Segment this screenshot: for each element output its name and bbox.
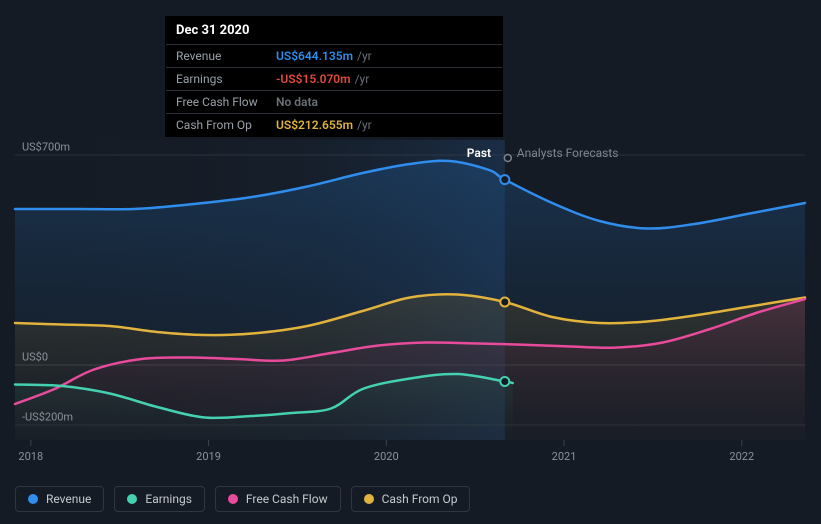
x-axis-label: 2022 [729,450,754,463]
tooltip-label: Free Cash Flow [176,95,276,109]
past-label: Past [467,146,491,160]
x-axis-label: 2021 [552,450,577,463]
legend-label: Revenue [46,492,91,506]
y-axis-label: US$0 [22,351,48,364]
tooltip-suffix: /yr [357,49,372,63]
tooltip-value: US$212.655m [276,118,353,132]
legend-item-revenue[interactable]: Revenue [15,486,104,512]
tooltip-label: Revenue [176,49,276,63]
chart-container: Dec 31 2020 RevenueUS$644.135m/yrEarning… [0,0,821,524]
y-axis-label: -US$200m [22,411,73,424]
legend-swatch [28,494,38,504]
hover-tooltip: Dec 31 2020 RevenueUS$644.135m/yrEarning… [165,16,503,137]
tooltip-row: Cash From OpUS$212.655m/yr [166,114,502,136]
tooltip-row: RevenueUS$644.135m/yr [166,45,502,68]
legend-item-free-cash-flow[interactable]: Free Cash Flow [215,486,341,512]
x-axis-label: 2019 [196,450,221,463]
forecast-label: Analysts Forecasts [517,146,619,160]
tooltip-suffix: /yr [357,118,372,132]
legend-label: Free Cash Flow [246,492,328,506]
tooltip-label: Earnings [176,72,276,86]
legend-item-cash-from-op[interactable]: Cash From Op [351,486,471,512]
tooltip-date: Dec 31 2020 [166,17,502,45]
tooltip-row: Earnings-US$15.070m/yr [166,68,502,91]
legend-swatch [364,494,374,504]
legend-swatch [127,494,137,504]
legend-swatch [228,494,238,504]
tooltip-value: No data [276,95,318,109]
tooltip-value: US$644.135m [276,49,353,63]
legend-label: Cash From Op [382,492,458,506]
tooltip-row: Free Cash FlowNo data [166,91,502,114]
x-axis-label: 2018 [18,450,43,463]
legend-label: Earnings [145,492,192,506]
y-axis-label: US$700m [22,141,70,154]
divider-marker [500,298,509,307]
tooltip-suffix: /yr [355,72,370,86]
divider-marker [500,377,509,386]
divider-marker [500,175,509,184]
legend: Revenue Earnings Free Cash Flow Cash From O… [15,486,470,512]
x-axis-label: 2020 [374,450,399,463]
tooltip-label: Cash From Op [176,118,276,132]
tooltip-value: -US$15.070m [276,72,351,86]
legend-item-earnings[interactable]: Earnings [114,486,205,512]
